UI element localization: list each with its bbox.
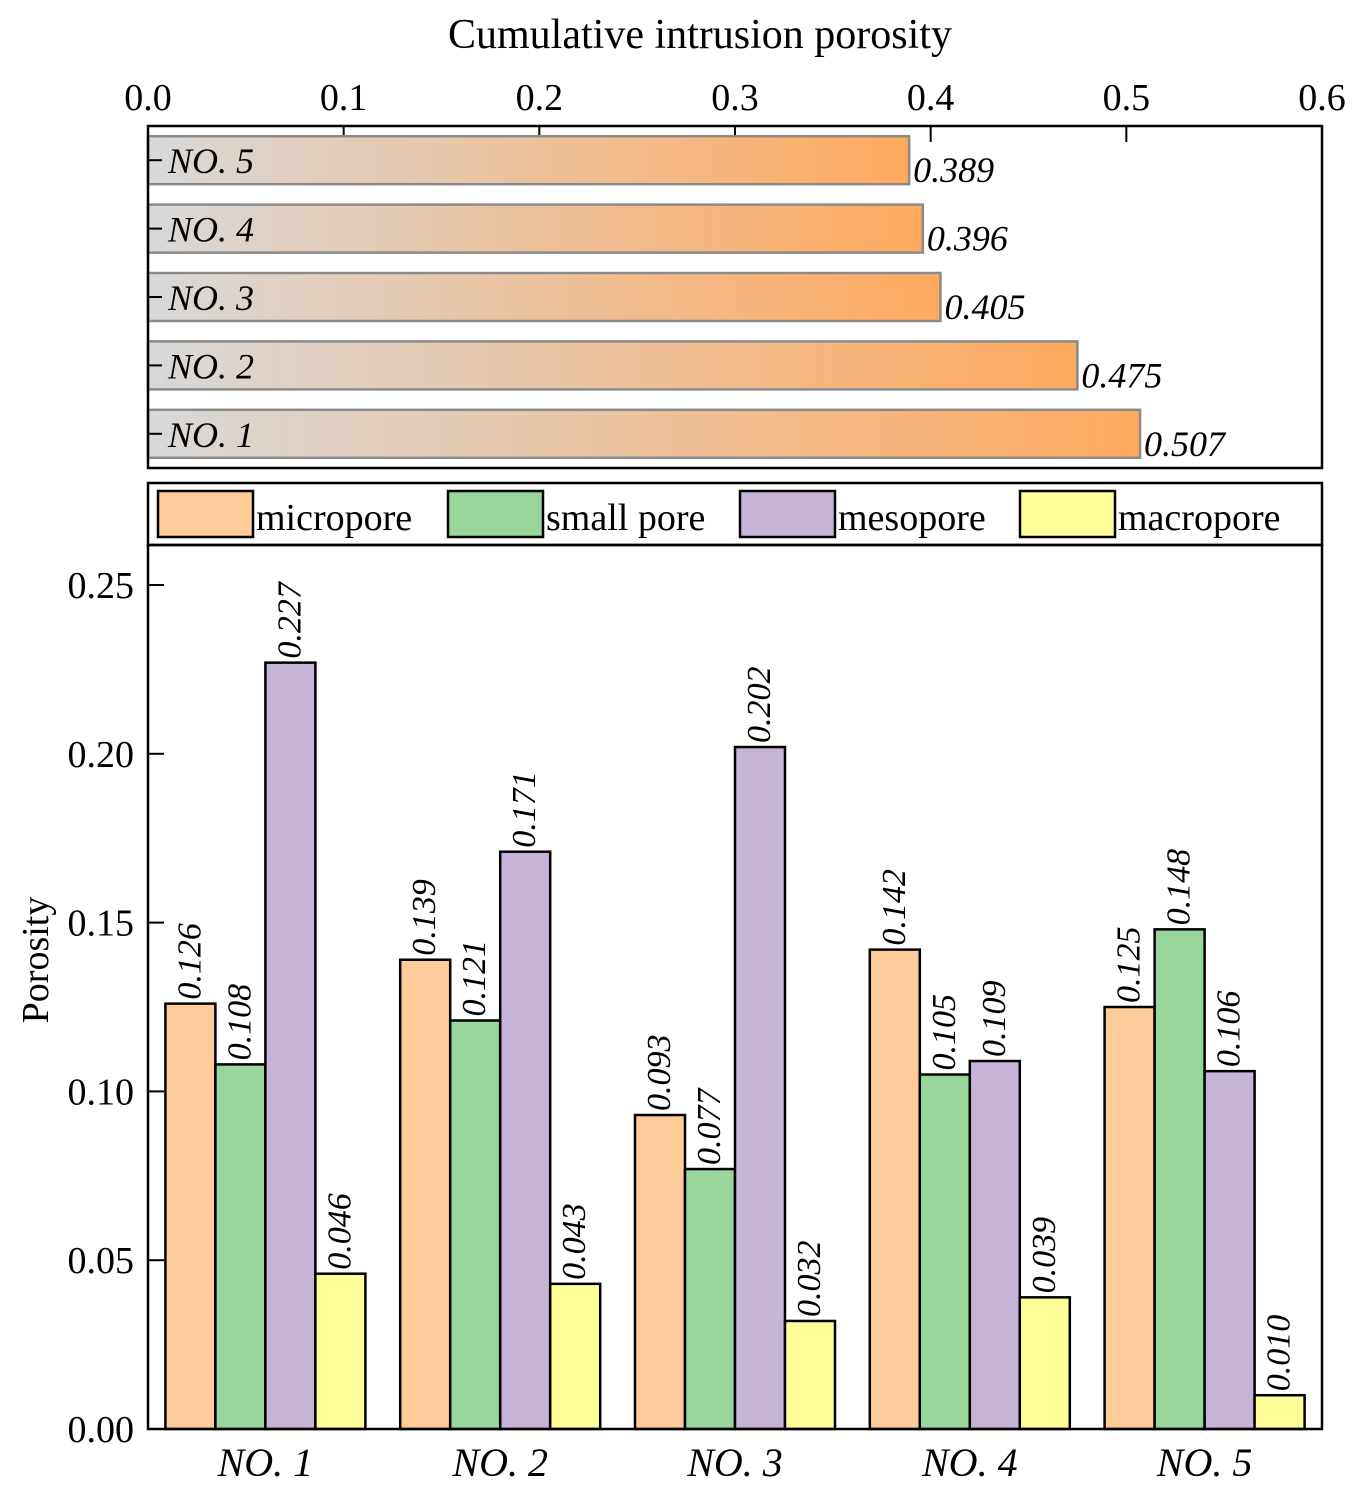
cumulative-porosity-chart: Cumulative intrusion porosity 0.0 0.1 0.2 0… <box>124 12 1346 470</box>
bar-value-label: 0.043 <box>556 1203 593 1280</box>
top-x-ticks: 0.0 0.1 0.2 0.3 0.4 0.5 0.6 <box>124 77 1346 142</box>
y-axis-ticks: 0.00 0.05 0.10 0.15 0.20 0.25 <box>68 565 164 1451</box>
bar-value-label: 0.142 <box>876 869 913 946</box>
top-x-tick-label: 0.1 <box>320 77 368 119</box>
legend-swatch <box>738 489 837 539</box>
top-value-label: 0.475 <box>1081 355 1162 395</box>
top-x-tick-label: 0.0 <box>124 77 172 119</box>
bar-macropore <box>314 1272 367 1431</box>
y-tick-label: 0.00 <box>68 1409 135 1451</box>
top-category-label: NO. 3 <box>167 278 254 318</box>
bar-micropore <box>1103 1005 1156 1431</box>
legend-label: small pore <box>546 497 705 539</box>
cumulative-bar <box>146 408 1142 460</box>
top-x-tick-label: 0.2 <box>516 77 564 119</box>
x-tick-label: NO. 5 <box>1156 1440 1253 1485</box>
legend-swatch <box>1018 489 1117 539</box>
bar-value-label: 0.171 <box>506 771 543 848</box>
bottom-plot-frame <box>146 543 1324 1431</box>
y-tick-label: 0.25 <box>68 565 135 607</box>
bar-macropore <box>548 1282 602 1431</box>
bar-value-label: 0.039 <box>1026 1217 1063 1294</box>
bar-value-label: 0.148 <box>1161 849 1198 926</box>
top-chart-title: Cumulative intrusion porosity <box>448 12 952 58</box>
bar-value-label: 0.046 <box>321 1193 358 1270</box>
cumulative-bar <box>146 203 925 254</box>
y-tick-label: 0.20 <box>68 734 135 776</box>
bar-value-label: 0.227 <box>271 580 308 659</box>
legend-label: macropore <box>1118 497 1280 539</box>
top-value-label: 0.396 <box>927 219 1008 259</box>
bar-mesopore <box>1203 1069 1256 1431</box>
bar-small-pore <box>1153 928 1206 1431</box>
bar-value-label: 0.106 <box>1211 991 1248 1068</box>
legend-label: mesopore <box>838 497 986 539</box>
top-value-label: 0.507 <box>1144 424 1227 464</box>
bar-value-label: 0.202 <box>741 667 778 744</box>
bar-value-label: 0.105 <box>926 994 963 1071</box>
bar-small-pore <box>214 1063 267 1431</box>
bar-value-label: 0.126 <box>171 923 208 1000</box>
bar-macropore <box>1018 1296 1072 1431</box>
x-tick-label: NO. 3 <box>686 1440 783 1485</box>
x-tick-label: NO. 4 <box>921 1440 1018 1485</box>
bar-value-label: 0.093 <box>641 1035 678 1112</box>
top-x-tick-label: 0.5 <box>1103 77 1151 119</box>
pore-size-porosity-chart: micropore small pore mesopore macropore Por… <box>15 481 1324 1485</box>
bar-micropore <box>398 958 452 1431</box>
top-category-label: NO. 4 <box>167 210 254 250</box>
x-tick-label: NO. 2 <box>451 1440 548 1485</box>
bar-macropore <box>783 1319 837 1431</box>
legend-label: micropore <box>256 497 412 539</box>
cumulative-bar <box>146 134 911 186</box>
bar-micropore <box>164 1002 217 1431</box>
bar-mesopore <box>264 661 317 1431</box>
bar-mesopore <box>733 745 787 1431</box>
bar-groups: 0.126 0.108 0.227 0.046 0.139 0.121 0.171 0.043… <box>164 580 1306 1431</box>
legend: micropore small pore mesopore macropore <box>156 489 1280 539</box>
bar-small-pore <box>448 1019 502 1431</box>
cumulative-bar <box>146 340 1079 391</box>
bar-macropore <box>1253 1393 1306 1431</box>
y-axis-label: Porosity <box>15 897 57 1024</box>
bar-small-pore <box>683 1167 737 1431</box>
bar-value-label: 0.109 <box>976 981 1013 1058</box>
bar-value-label: 0.010 <box>1261 1315 1298 1392</box>
top-value-label: 0.405 <box>944 287 1025 327</box>
top-category-label: NO. 5 <box>167 141 254 181</box>
top-plot-frame <box>146 124 1324 470</box>
cumulative-bar <box>146 271 942 323</box>
legend-swatch <box>156 489 255 539</box>
top-category-label: NO. 2 <box>167 346 254 386</box>
bar-value-label: 0.121 <box>456 940 493 1017</box>
top-category-label: NO. 1 <box>167 415 254 455</box>
top-bars: NO. 5 0.389 NO. 4 0.396 NO. 3 0.405 NO. 2 0.475… <box>146 134 1227 464</box>
bar-micropore <box>633 1113 687 1431</box>
top-x-tick-label: 0.3 <box>711 77 759 119</box>
x-tick-label: NO. 1 <box>217 1440 314 1485</box>
bar-micropore <box>868 948 922 1431</box>
top-value-label: 0.389 <box>913 150 994 190</box>
x-axis-ticks: NO. 1 NO. 2 NO. 3 NO. 4 NO. 5 <box>217 1415 1253 1485</box>
legend-swatch <box>446 489 545 539</box>
bar-value-label: 0.032 <box>791 1240 828 1317</box>
y-tick-label: 0.10 <box>68 1071 135 1113</box>
y-tick-label: 0.05 <box>68 1240 135 1282</box>
bar-value-label: 0.139 <box>406 879 443 956</box>
y-tick-label: 0.15 <box>68 903 135 945</box>
bar-small-pore <box>918 1073 972 1431</box>
bar-value-label: 0.125 <box>1111 927 1148 1004</box>
bar-mesopore <box>968 1059 1022 1431</box>
top-x-tick-label: 0.4 <box>907 77 955 119</box>
top-x-tick-label: 0.6 <box>1298 77 1346 119</box>
bar-value-label: 0.108 <box>221 984 258 1061</box>
bar-mesopore <box>498 850 552 1431</box>
bar-value-label: 0.077 <box>691 1087 728 1166</box>
